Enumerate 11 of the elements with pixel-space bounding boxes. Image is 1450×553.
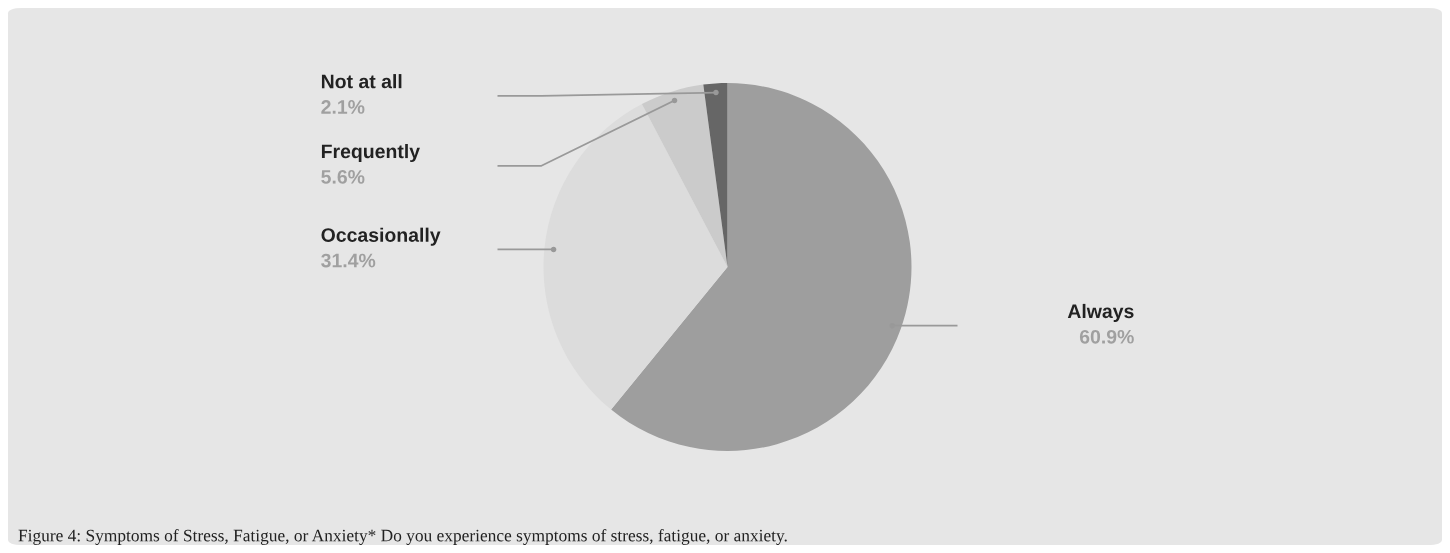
slice-label: Not at all — [321, 74, 402, 89]
slice-label: Always — [1067, 303, 1134, 323]
pie-slice — [641, 84, 728, 267]
caption: Figure 4: Symptoms of Stress, Fatigue, or Anxiety* Do you experience symptoms of stress, fatigue, or anxiety. — [18, 529, 787, 545]
data-label: 5.6% — [321, 169, 365, 184]
pie-slice — [543, 104, 728, 410]
slice-label: Occasionally — [321, 227, 441, 246]
data-label: 60.9% — [1079, 329, 1134, 344]
data-label: 31.4% — [321, 253, 376, 268]
slice-label: Frequently — [321, 143, 420, 163]
data-label: 2.1% — [321, 100, 365, 114]
